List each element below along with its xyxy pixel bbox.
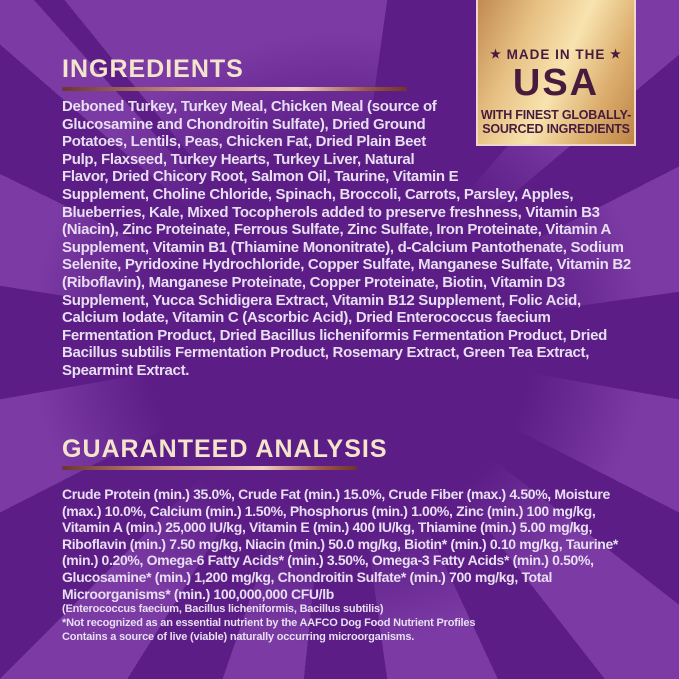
badge-top-line: ★ MADE IN THE ★: [478, 47, 634, 62]
ingredients-underline: [62, 87, 407, 91]
ingredients-paragraph: Deboned Turkey, Turkey Meal, Chicken Mea…: [62, 98, 634, 390]
aafco-footnote: *Not recognized as an essential nutrient…: [62, 617, 476, 629]
guaranteed-analysis-heading: GUARANTEED ANALYSIS: [62, 435, 388, 463]
badge-made-in-text: MADE IN THE: [506, 47, 606, 62]
badge-usa-text: USA: [512, 62, 600, 104]
ingredients-text: Deboned Turkey, Turkey Meal, Chicken Mea…: [62, 98, 631, 379]
badge-subtitle-line1: WITH FINEST GLOBALLY-: [480, 108, 632, 122]
guaranteed-analysis-underline: [62, 466, 357, 470]
live-microorganisms-footnote: Contains a source of live (viable) natur…: [62, 631, 415, 643]
microorganisms-note: (Enterococcus faecium, Bacillus lichenif…: [62, 603, 384, 615]
badge-subtitle-line2: SOURCED INGREDIENTS: [482, 122, 630, 137]
ingredients-heading: INGREDIENTS: [62, 55, 244, 83]
guaranteed-analysis-paragraph: Crude Protein (min.) 35.0%, Crude Fat (m…: [62, 486, 618, 602]
badge-subtitle: WITH FINEST GLOBALLY- SOURCED INGREDIENT…: [478, 108, 634, 137]
made-in-usa-badge: ★ MADE IN THE ★ USA WITH FINEST GLOBALLY…: [476, 0, 636, 146]
star-icon: ★: [490, 47, 502, 61]
star-icon: ★: [610, 47, 622, 61]
